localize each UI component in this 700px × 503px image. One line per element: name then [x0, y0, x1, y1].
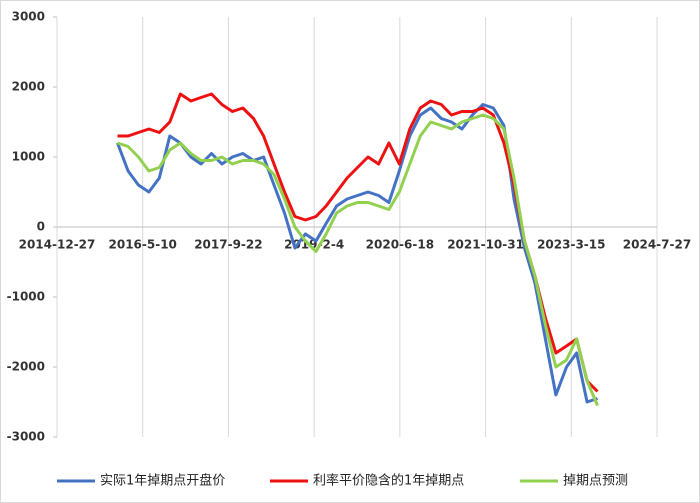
x-tick-label: 2020-6-18 [366, 238, 434, 252]
x-tick-label: 2024-7-27 [623, 238, 691, 252]
y-tick-label: -2000 [7, 360, 45, 374]
series-line [116, 103, 598, 404]
y-tick-label: 3000 [12, 10, 45, 24]
y-tick-label: 1000 [12, 150, 45, 164]
y-tick-label: 0 [37, 220, 45, 234]
series-line [117, 113, 599, 407]
x-tick-label: 2021-10-31 [447, 238, 524, 252]
legend-label: 利率平价隐含的1年掉期点 [313, 473, 464, 489]
y-tick-label: -1000 [7, 290, 45, 304]
legend-label: 掉期点预测 [563, 474, 628, 489]
x-tick-label: 2017-9-22 [194, 238, 262, 252]
y-tick-label: -3000 [7, 430, 45, 444]
x-tick-label: 2023-3-15 [537, 238, 605, 252]
legend-label: 实际1年掉期点开盘价 [100, 473, 225, 489]
x-tick-label: 2016-5-10 [109, 238, 177, 252]
x-tick-label: 2014-12-27 [19, 238, 96, 252]
y-tick-label: 2000 [12, 80, 45, 94]
